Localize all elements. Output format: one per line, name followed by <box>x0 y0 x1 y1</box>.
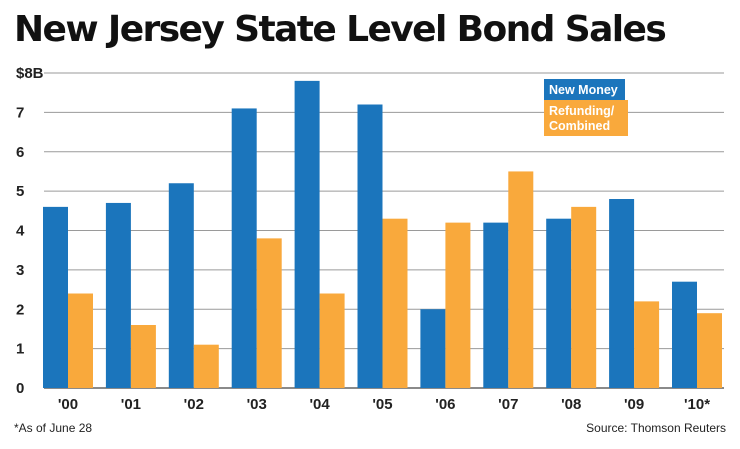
y-tick-label: 0 <box>16 380 24 397</box>
bar-refunding-5 <box>382 218 408 388</box>
bar-refunding-7 <box>508 171 534 388</box>
x-tick-label: '02 <box>184 396 204 413</box>
x-tick-label: '10* <box>684 396 710 413</box>
source-credit: Source: Thomson Reuters <box>586 421 726 435</box>
bar-new-money-10 <box>672 281 697 388</box>
x-tick-label: '04 <box>309 396 330 413</box>
legend-label: Combined <box>549 119 610 133</box>
bar-refunding-0 <box>68 293 93 388</box>
x-tick-label: '09 <box>624 396 644 413</box>
bar-new-money-4 <box>294 80 320 388</box>
x-tick-label: '07 <box>498 396 518 413</box>
y-tick-label: 4 <box>16 223 25 240</box>
bar-refunding-8 <box>571 206 597 388</box>
y-axis-ticks: 0 1 2 3 4 5 6 7 $8B <box>16 65 44 397</box>
legend: New Money Refunding/Combined <box>544 79 628 136</box>
y-tick-label: $8B <box>16 65 44 82</box>
y-tick-label: 3 <box>16 262 24 279</box>
y-tick-label: 6 <box>16 144 24 161</box>
bar-refunding-10 <box>697 313 722 388</box>
bar-new-money-3 <box>231 108 257 388</box>
bar-refunding-2 <box>193 344 219 388</box>
bar-new-money-6 <box>420 309 446 388</box>
x-tick-label: '08 <box>561 396 581 413</box>
chart-title: New Jersey State Level Bond Sales <box>14 9 667 50</box>
legend-swatch-new-money <box>544 79 625 100</box>
y-tick-label: 1 <box>16 341 24 358</box>
bar-refunding-4 <box>319 293 345 388</box>
bars <box>43 80 722 388</box>
bar-new-money-2 <box>168 183 194 388</box>
y-tick-label: 5 <box>16 183 24 200</box>
legend-label: Refunding/ <box>549 104 615 118</box>
bar-refunding-3 <box>256 238 282 388</box>
bar-refunding-6 <box>445 222 471 388</box>
legend-label: New Money <box>549 83 618 97</box>
y-tick-label: 2 <box>16 301 24 318</box>
x-tick-label: '00 <box>58 396 78 413</box>
bar-refunding-1 <box>130 325 156 388</box>
x-tick-label: '03 <box>247 396 267 413</box>
x-tick-label: '01 <box>121 396 141 413</box>
footnote: *As of June 28 <box>14 421 93 435</box>
x-tick-label: '05 <box>372 396 392 413</box>
x-axis-ticks: '00 '01 '02 '03 '04 '05 '06 '07 '08 '09 '10* <box>58 396 710 413</box>
bar-new-money-5 <box>357 104 383 388</box>
bar-new-money-8 <box>546 218 572 388</box>
bar-new-money-7 <box>483 222 509 388</box>
x-tick-label: '06 <box>435 396 455 413</box>
legend-swatch-refunding <box>544 100 628 136</box>
y-tick-label: 7 <box>16 104 24 121</box>
bar-new-money-0 <box>43 206 68 388</box>
bar-new-money-1 <box>105 202 131 388</box>
bar-refunding-9 <box>634 301 660 388</box>
bar-new-money-9 <box>609 199 635 388</box>
